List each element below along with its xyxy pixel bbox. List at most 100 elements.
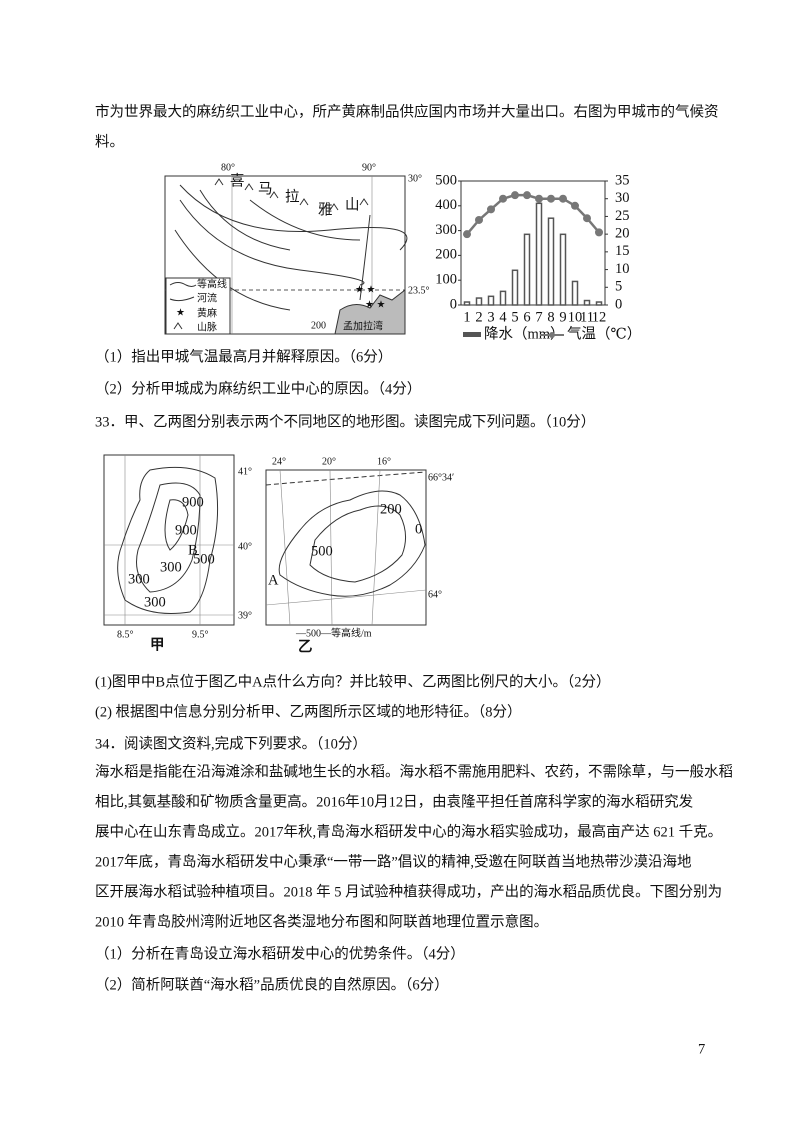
mountain-label: 山 bbox=[345, 196, 360, 213]
bar bbox=[523, 233, 531, 306]
question: （2）简析阿联酋“海水稻”品质优良的自然原因。（6分） bbox=[95, 975, 449, 993]
text-line: 市为世界最大的麻纺织工业中心，所产黄麻制品供应国内市场并大量出口。右图为甲城市的… bbox=[95, 102, 719, 120]
contour-label: 200 bbox=[311, 320, 326, 331]
temperature-point bbox=[547, 194, 555, 203]
mountain-label: 拉 bbox=[285, 188, 300, 205]
bay bbox=[334, 288, 406, 335]
y2-tick-label: 5 bbox=[615, 279, 622, 295]
question: (1)图甲中B点位于图乙中A点什么方向？并比较甲、乙两图比例尺的大小。（2分） bbox=[95, 672, 611, 690]
legend-symbols bbox=[169, 282, 197, 302]
point-label: B bbox=[188, 542, 198, 558]
x-tick-label: 9 bbox=[559, 309, 566, 325]
y-tick-label: 400 bbox=[435, 197, 457, 213]
bar bbox=[535, 202, 543, 306]
temperature-point bbox=[595, 228, 603, 237]
map-jia: 41° 40° 39° 8.5° 9.5° 900 900 500 300 30… bbox=[103, 454, 252, 653]
map-south-asia: ★ ★ ★ ★ ★ 等高线 河流 黄麻 山脉 80° 90° 30° 23.5°… bbox=[164, 162, 430, 335]
y2-tick-label: 15 bbox=[615, 243, 630, 259]
question-stem: 34．阅读图文资料,完成下列要求。（10分） bbox=[95, 735, 367, 752]
caption: 甲 bbox=[150, 636, 165, 653]
text-line: 2010 年青岛胶州湾附近地区各类湿地分布图和阿联酋地理位置示意图。 bbox=[95, 912, 548, 930]
mountain-label: 雅 bbox=[318, 201, 333, 218]
contour-label: 500 bbox=[311, 543, 333, 559]
text-line: 2017年底，青岛海水稻研发中心秉承“一带一路”倡议的精神,受邀在阿联酋当地热带… bbox=[95, 852, 692, 870]
contours bbox=[136, 482, 201, 593]
lon-label: 24° bbox=[272, 456, 286, 467]
x-tick-label: 7 bbox=[535, 309, 542, 325]
coastline bbox=[117, 466, 219, 614]
y2-tick-label: 25 bbox=[615, 208, 630, 224]
y-tick-label: 0 bbox=[450, 296, 457, 312]
legend-label: —500—等高线/m bbox=[295, 626, 372, 639]
bar bbox=[475, 297, 483, 306]
parallel bbox=[265, 589, 427, 606]
mountain-label: 马 bbox=[258, 180, 273, 197]
temperature-point bbox=[487, 205, 495, 214]
temperature-point bbox=[559, 194, 567, 203]
x-tick-label: 6 bbox=[523, 309, 530, 325]
temperature-point bbox=[463, 230, 471, 239]
lat-label: 30° bbox=[408, 173, 422, 184]
legend-symbol bbox=[173, 322, 183, 330]
y2-tick-label: 30 bbox=[615, 190, 630, 206]
lat-label: 64° bbox=[428, 589, 442, 600]
map-yi: 24° 20° 16° 66°34′ 64° 200 0 500 A —500—… bbox=[265, 456, 454, 655]
legend-label: 黄麻 bbox=[197, 306, 217, 319]
bar bbox=[487, 295, 495, 306]
legend-label: 气温（℃） bbox=[567, 325, 641, 342]
bar bbox=[511, 269, 519, 306]
map-frame bbox=[265, 469, 427, 626]
y-tick-label: 200 bbox=[435, 247, 457, 263]
caption: 乙 bbox=[298, 639, 313, 655]
jute-symbol: ★ ★ bbox=[365, 299, 385, 310]
lon-label: 80° bbox=[221, 162, 235, 173]
lon-label: 20° bbox=[322, 456, 336, 467]
map-frame bbox=[164, 175, 406, 335]
contour-label: 300 bbox=[144, 594, 166, 610]
x-tick-label: 11 bbox=[580, 309, 594, 325]
x-tick-label: 1 bbox=[463, 309, 470, 325]
plot-frame bbox=[460, 180, 606, 306]
legend-label: 河流 bbox=[197, 291, 217, 304]
x-tick-label: 3 bbox=[487, 309, 494, 325]
contour-label: 200 bbox=[380, 501, 402, 517]
arctic-circle bbox=[265, 471, 427, 486]
bar bbox=[559, 233, 567, 306]
lon-label: 90° bbox=[362, 162, 376, 173]
bay-label: 孟加拉湾 bbox=[343, 319, 383, 332]
x-tick-label: 10 bbox=[568, 309, 583, 325]
y-tick-label: 300 bbox=[435, 222, 457, 238]
question: (2) 根据图中信息分别分析甲、乙两图所示区域的地形特征。（8分） bbox=[95, 703, 522, 720]
legend-label: 山脉 bbox=[197, 320, 217, 333]
coastline bbox=[278, 490, 426, 597]
rivers bbox=[179, 189, 371, 301]
x-tick-label: 2 bbox=[475, 309, 482, 325]
contour-label: 900 bbox=[175, 522, 197, 538]
point-label: A bbox=[268, 572, 279, 588]
lat-label: 23.5° bbox=[408, 285, 430, 296]
lon-label: 16° bbox=[377, 456, 391, 467]
temperature-point bbox=[583, 214, 591, 223]
bar bbox=[499, 290, 507, 306]
legend-label: 降水（mm） bbox=[484, 325, 565, 342]
lat-label: 39° bbox=[238, 610, 252, 621]
legend-swatch bbox=[549, 332, 555, 338]
temperature-point bbox=[523, 191, 531, 200]
text-line: 区开展海水稻试验种植项目。2018 年 5 月试验种植获得成功，产出的海水稻品质… bbox=[95, 883, 722, 900]
contour-label: 900 bbox=[182, 494, 204, 510]
bar bbox=[547, 217, 555, 306]
temperature-point bbox=[475, 215, 483, 224]
y2-tick-label: 20 bbox=[615, 225, 630, 241]
mountain-label: 喜 bbox=[230, 172, 245, 189]
bar bbox=[463, 301, 471, 306]
contour-label: 300 bbox=[128, 571, 150, 587]
text-line: 料。 bbox=[95, 133, 124, 150]
x-tick-label: 12 bbox=[592, 309, 607, 325]
y2-tick-label: 0 bbox=[615, 296, 622, 312]
lon-label: 9.5° bbox=[192, 629, 209, 640]
passage: 海水稻是指能在沿海滩涂和盐碱地生长的水稻。海水稻不需施用肥料、农药，不需除草，与… bbox=[95, 763, 733, 930]
x-tick-label: 4 bbox=[499, 309, 507, 325]
